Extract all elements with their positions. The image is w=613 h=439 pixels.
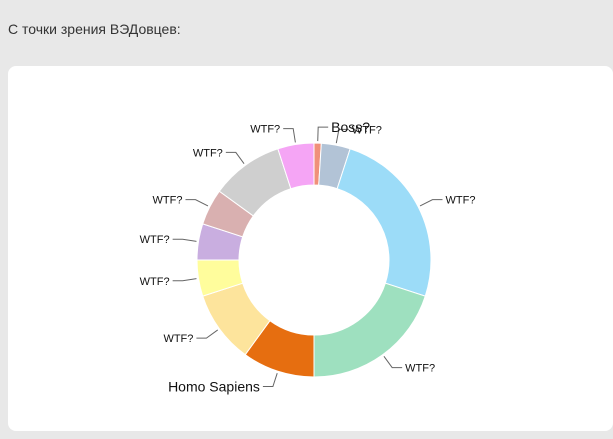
slice-2[interactable] <box>336 148 432 297</box>
slice-label-9: WTF? <box>193 147 223 159</box>
slice-label-1: WTF? <box>352 124 382 136</box>
leader-line-4 <box>262 373 278 387</box>
slice-label-2: WTF? <box>446 195 476 207</box>
slice-label-6: WTF? <box>140 276 170 288</box>
slice-label-0: Boss? <box>331 119 370 135</box>
chart-caption: С точки зрения ВЭДовцев: <box>8 21 181 37</box>
leader-line-2 <box>419 199 443 207</box>
slice-label-8: WTF? <box>153 195 183 207</box>
label-leaders <box>172 126 443 387</box>
chart-card: Boss? WTF? WTF? WTF? Homo Sapiens WTF? WTF? WTF… <box>8 66 613 431</box>
leader-line-5 <box>196 329 219 339</box>
slice-label-10: WTF? <box>250 124 280 136</box>
leader-line-3 <box>383 355 403 369</box>
donut-slices <box>196 142 432 378</box>
donut-chart: Boss?WTF?WTF?WTF?Homo SapiensWTF?WTF?WTF… <box>140 119 476 394</box>
slice-label-5: WTF? <box>163 333 193 345</box>
slice-labels: Boss?WTF?WTF?WTF?Homo SapiensWTF?WTF?WTF… <box>140 119 476 394</box>
slice-label-3: WTF? <box>405 363 435 375</box>
leader-line-8 <box>185 199 209 207</box>
slice-10[interactable] <box>277 142 315 190</box>
leader-line-10 <box>283 128 296 143</box>
leader-line-7 <box>172 238 197 242</box>
leader-line-1 <box>335 128 349 144</box>
leader-line-0 <box>317 126 329 142</box>
slice-label-7: WTF? <box>140 234 170 246</box>
slice-label-4: Homo Sapiens <box>168 378 260 394</box>
leader-line-6 <box>172 278 197 282</box>
leader-line-9 <box>225 151 245 165</box>
